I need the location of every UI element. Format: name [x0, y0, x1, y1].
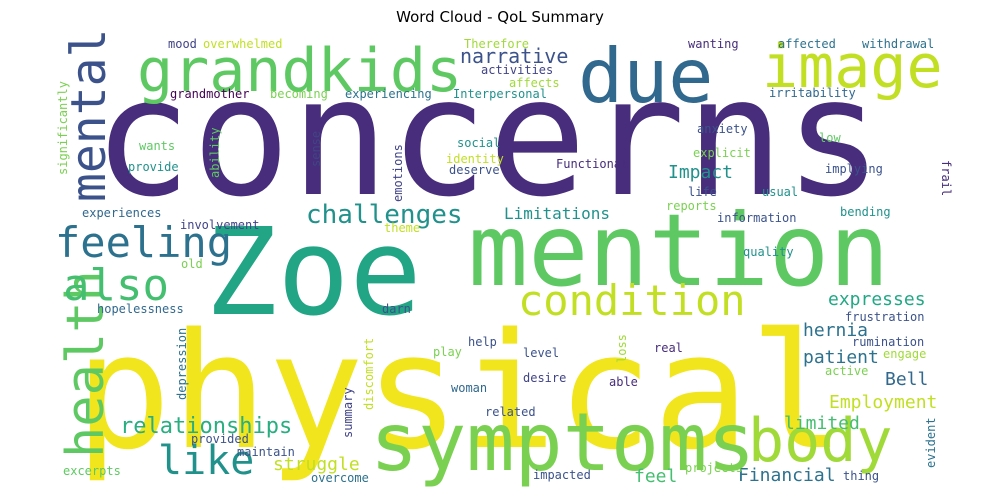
word-thing: thing — [843, 469, 879, 483]
word-help: help — [468, 335, 497, 349]
word-struggle: struggle — [273, 454, 360, 475]
word-functional: Functional — [556, 157, 628, 171]
word-theme: theme — [384, 221, 420, 235]
word-discomfort: discomfort — [362, 338, 376, 410]
word-overcome: overcome — [311, 471, 369, 485]
word-information: information — [717, 211, 796, 225]
word-activities: activities — [481, 63, 553, 77]
word-due: due — [578, 32, 713, 120]
word-rumination: rumination — [852, 335, 924, 349]
word-wanting: wanting — [688, 37, 739, 51]
word-narrative: narrative — [460, 44, 568, 68]
word-provided: provided — [191, 432, 249, 446]
word-desire: desire — [523, 371, 566, 385]
chart-title: Word Cloud - QoL Summary — [396, 8, 604, 26]
word-relationships: relationships — [120, 414, 292, 439]
word-hopelessness: hopelessness — [97, 302, 184, 316]
word-active: active — [825, 364, 868, 378]
word-frail: frail — [939, 160, 953, 196]
word-limitations: Limitations — [504, 204, 610, 223]
word-experiences: experiences — [82, 206, 161, 220]
word-becoming: becoming — [270, 87, 328, 101]
word-experiencing: experiencing — [345, 87, 432, 101]
word-old: old — [181, 257, 203, 271]
word-health: health — [56, 270, 116, 458]
word-symptoms: symptoms — [370, 396, 755, 489]
word-affects: affects — [509, 76, 560, 90]
word-hernia: hernia — [803, 320, 868, 341]
word-depression: depression — [175, 328, 189, 400]
word-quality: quality — [743, 245, 794, 259]
word-emotions: emotions — [391, 144, 405, 202]
word-darn: darn — [382, 302, 411, 316]
word-provide: provide — [128, 160, 179, 174]
word-excerpts: excerpts — [63, 464, 121, 478]
word-related: related — [485, 405, 536, 419]
word-body: body — [748, 406, 893, 476]
word-engage: engage — [883, 347, 926, 361]
word-physical: physical — [75, 298, 846, 485]
word-condition: condition — [518, 276, 746, 325]
word-loss: loss — [615, 334, 629, 363]
word-maintain: maintain — [237, 445, 295, 459]
word-expresses: expresses — [828, 289, 926, 310]
word-bell: Bell — [885, 369, 928, 390]
word-usual: usual — [762, 185, 798, 199]
word-level: level — [523, 346, 559, 360]
word-explicit: explicit — [693, 146, 751, 160]
word-significantly: significantly — [56, 81, 70, 175]
word-deserve: deserve — [449, 163, 500, 177]
word-reports: reports — [666, 199, 717, 213]
word-mental: mental — [61, 29, 117, 202]
word-also: also — [63, 260, 169, 311]
word-like: like — [158, 438, 254, 484]
word-bending: bending — [840, 205, 891, 219]
word-life: life — [688, 185, 717, 199]
word-ability: ability — [208, 127, 222, 178]
word-mention: mention — [468, 192, 889, 309]
word-financial: Financial — [738, 465, 836, 486]
word-play: play — [433, 345, 462, 359]
word-mood: mood — [168, 37, 197, 51]
word-able: able — [609, 375, 638, 389]
word-anxiety: anxiety — [697, 122, 748, 136]
word-grandmother: grandmother — [170, 87, 249, 101]
word-sense: sense — [309, 131, 323, 167]
word-frustration: frustration — [845, 310, 924, 324]
word-feeling: feeling — [55, 218, 232, 267]
word-image: image — [762, 32, 943, 102]
word-therefore: Therefore — [464, 37, 529, 51]
word-zoe: Zoe — [205, 204, 422, 343]
word-woman: woman — [451, 381, 487, 395]
word-social: social — [457, 136, 500, 150]
word-low: low — [819, 131, 841, 145]
word-interpersonal: Interpersonal — [453, 87, 547, 101]
word-feel: feel — [634, 466, 677, 487]
word-limited: limited — [784, 413, 860, 434]
word-grandkids: grandkids — [137, 36, 462, 106]
word-concerns: concerns — [93, 42, 883, 233]
word-irritability: irritability — [769, 86, 856, 100]
word-employment: Employment — [829, 392, 937, 413]
word-identity: identity — [446, 152, 504, 166]
word-projects: projects — [685, 461, 743, 475]
word-patient: patient — [803, 347, 879, 368]
word-challenges: challenges — [306, 200, 463, 230]
word-evident: evident — [924, 417, 938, 468]
word-implying: implying — [825, 162, 883, 176]
word-involvement: involvement — [180, 218, 259, 232]
word-wants: wants — [139, 139, 175, 153]
word-real: real — [654, 341, 683, 355]
word-summary: summary — [341, 387, 355, 438]
word-overwhelmed: overwhelmed — [203, 37, 282, 51]
word-impact: Impact — [668, 162, 733, 183]
word-impacted: impacted — [533, 468, 591, 482]
word-withdrawal: withdrawal — [862, 37, 934, 51]
word-affected: affected — [778, 37, 836, 51]
